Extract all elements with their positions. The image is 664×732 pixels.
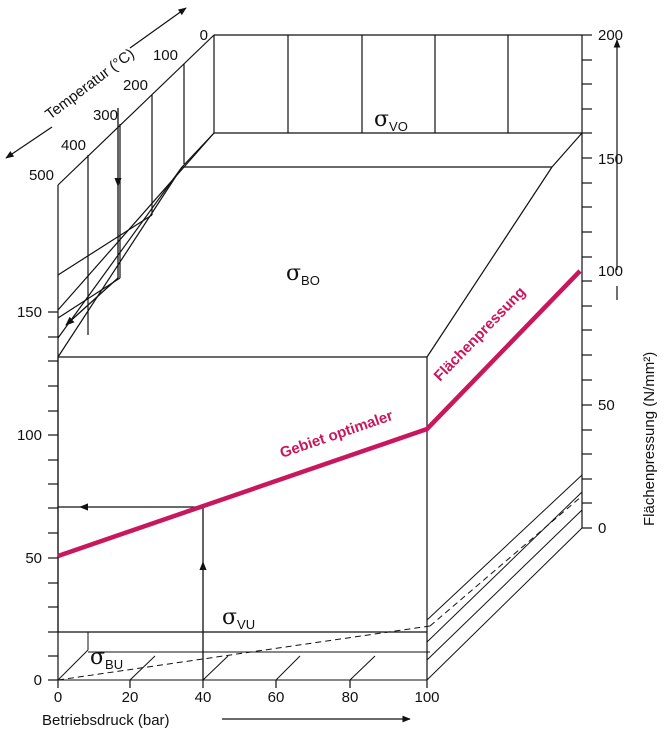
optimal-region-label-2: Flächenpressung	[431, 284, 530, 385]
sigma-vu-label: σVU	[222, 605, 255, 632]
x-tick-60: 60	[268, 689, 285, 706]
floor-grid	[57, 474, 583, 681]
temperature-arrow-upper	[129, 7, 187, 49]
optimal-pressure-line	[57, 269, 582, 559]
sigma-bu-label: σBU	[90, 645, 123, 672]
reading-arrows	[58, 108, 207, 680]
temp-tick-100: 100	[153, 47, 178, 64]
left-axis-ticks	[48, 311, 58, 681]
temp-tick-300: 300	[93, 107, 118, 124]
x-tick-80: 80	[342, 689, 359, 706]
temp-tick-200: 200	[123, 77, 148, 94]
left-tick-labels: 0 50 100 150	[17, 304, 42, 689]
right-tick-150: 150	[598, 151, 623, 168]
left-tick-0: 0	[34, 672, 42, 689]
back-plane	[213, 34, 583, 528]
temp-tick-500: 500	[29, 167, 54, 184]
x-axis-label: Betriebsdruck (bar)	[42, 712, 170, 729]
arrow-diag-temperature	[65, 277, 119, 326]
temp-tick-0: 0	[200, 27, 208, 44]
x-tick-20: 20	[122, 689, 139, 706]
temp-tick-400: 400	[61, 137, 86, 154]
right-tick-labels: 0 50 100 150 200	[598, 27, 623, 537]
x-tick-0: 0	[54, 689, 62, 706]
x-tick-100: 100	[414, 689, 439, 706]
right-tick-200: 200	[598, 27, 623, 44]
temperature-arrow-lower	[5, 126, 53, 159]
x-tick-40: 40	[195, 689, 212, 706]
left-tick-50: 50	[25, 550, 42, 567]
right-tick-100: 100	[598, 263, 623, 280]
sigma-vo-label: σVO	[374, 107, 408, 134]
left-tick-150: 150	[17, 304, 42, 321]
sigma-bo-label: σBO	[286, 261, 320, 288]
left-tick-100: 100	[17, 427, 42, 444]
top-face	[57, 132, 583, 358]
right-tick-50: 50	[598, 397, 615, 414]
x-tick-labels: 0 20 40 60 80 100	[54, 689, 440, 706]
right-axis-label: Flächenpressung (N/mm²)	[641, 352, 658, 526]
bottom-axis-ticks	[57, 680, 428, 688]
right-axis-ticks	[582, 34, 592, 529]
temperature-tick-labels: 0 100 200 300 400 500	[29, 27, 208, 184]
optimal-region-label-1: Gebiet optimaler	[278, 407, 396, 462]
right-tick-0: 0	[598, 520, 606, 537]
